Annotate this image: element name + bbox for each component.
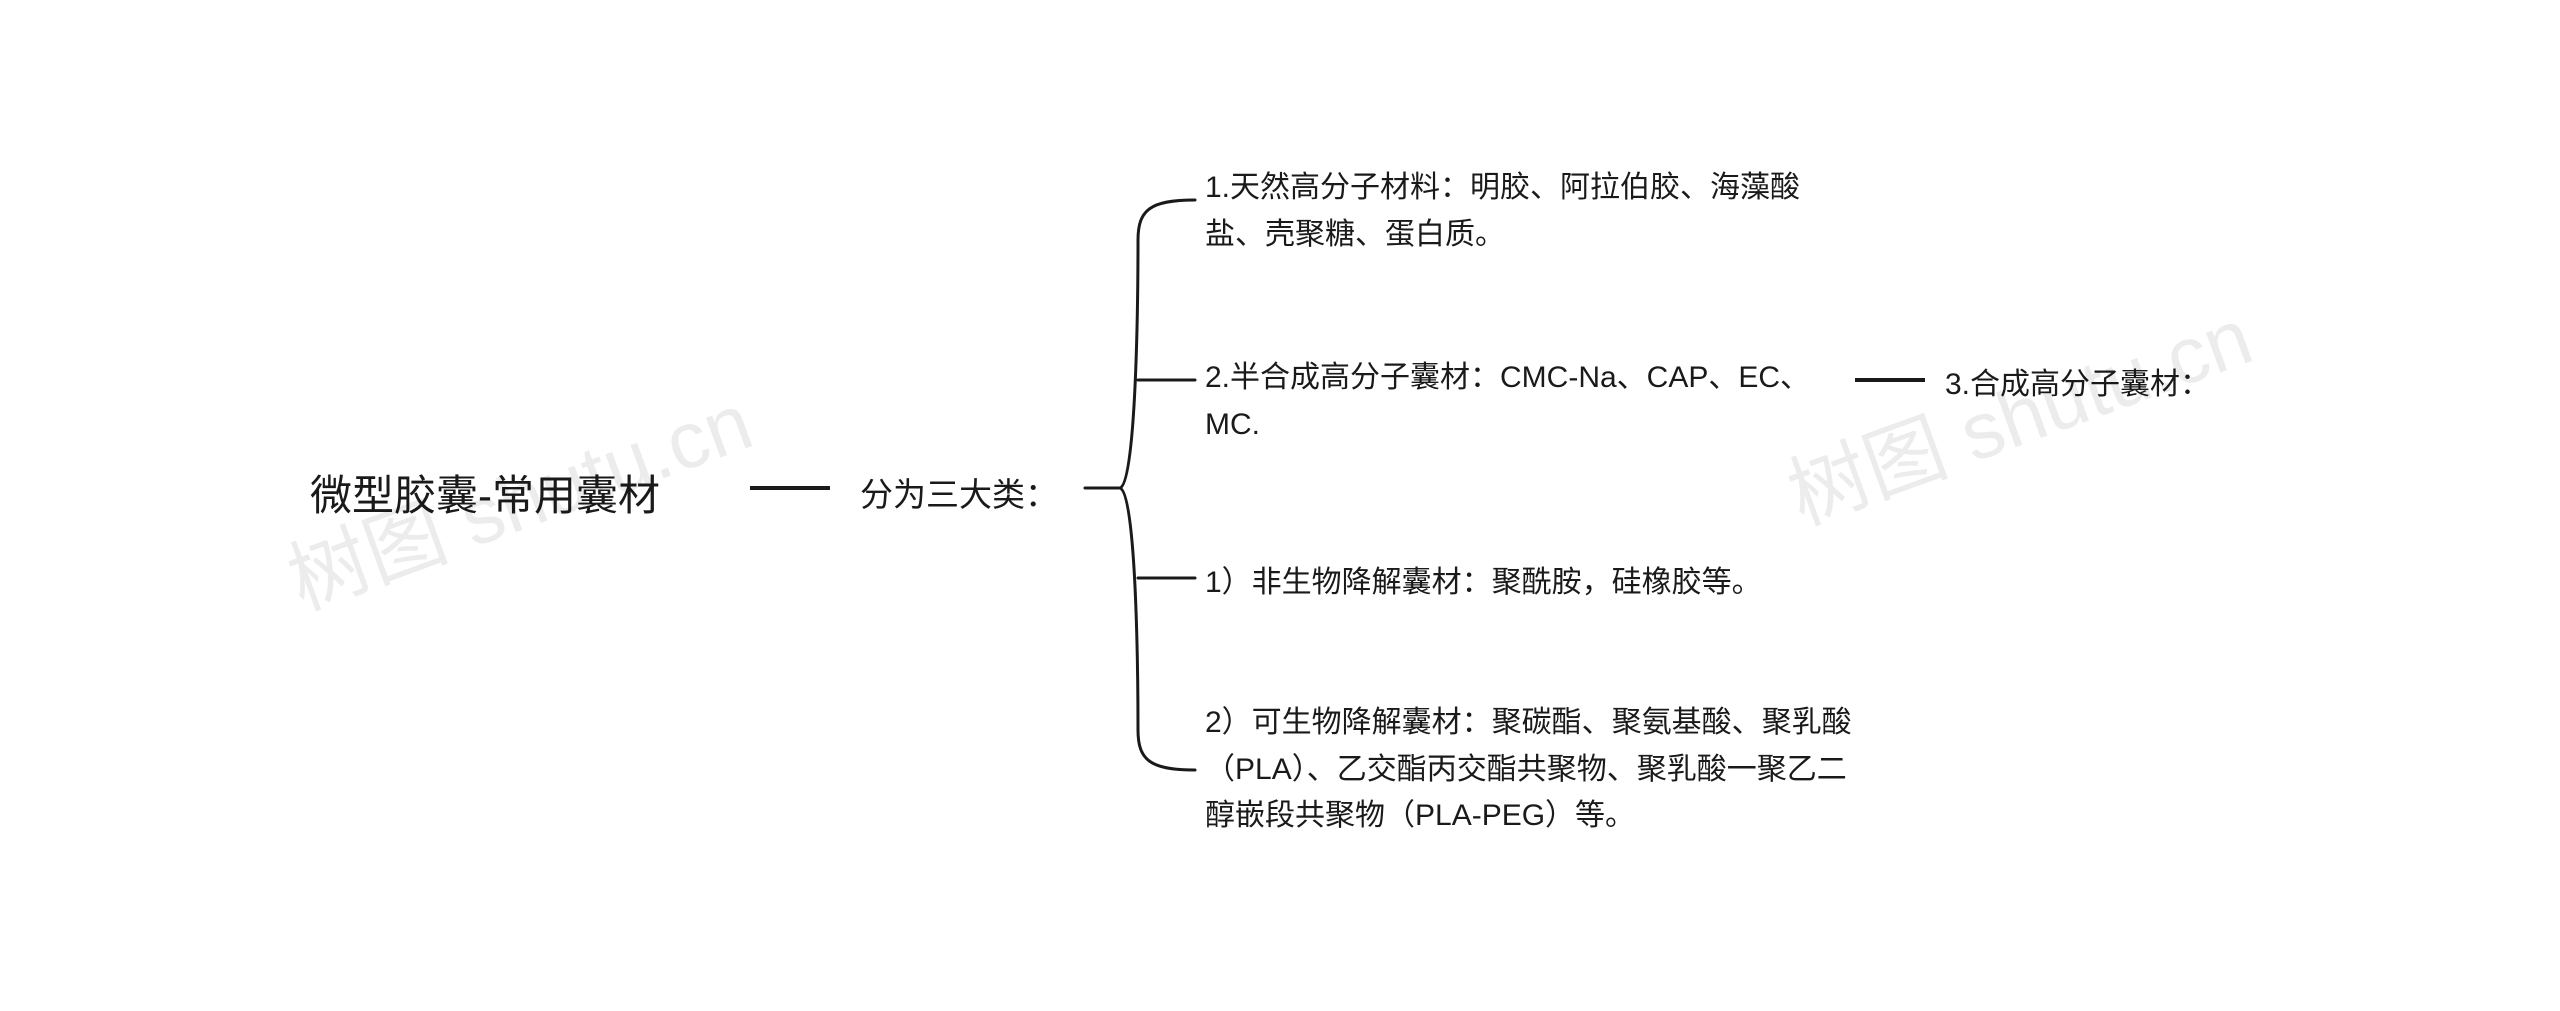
child-node-3: 1）非生物降解囊材：聚酰胺，硅橡胶等。 — [1205, 560, 1825, 607]
root-node: 微型胶囊-常用囊材 — [310, 463, 660, 528]
child-node-1: 1.天然高分子材料：明胶、阿拉伯胶、海藻酸盐、壳聚糖、蛋白质。 — [1205, 165, 1825, 258]
level1-node: 分为三大类： — [860, 469, 1058, 520]
grandchild-node: 3.合成高分子囊材： — [1945, 362, 2210, 409]
child-node-4: 2）可生物降解囊材：聚碳酯、聚氨基酸、聚乳酸（PLA）、乙交酯丙交酯共聚物、聚乳… — [1205, 700, 1865, 840]
connector-brace — [1085, 200, 1195, 770]
child-node-2: 2.半合成高分子囊材：CMC-Na、CAP、EC、MC. — [1205, 355, 1825, 448]
watermark-2: 树图 shutu.cn — [1770, 273, 2265, 548]
